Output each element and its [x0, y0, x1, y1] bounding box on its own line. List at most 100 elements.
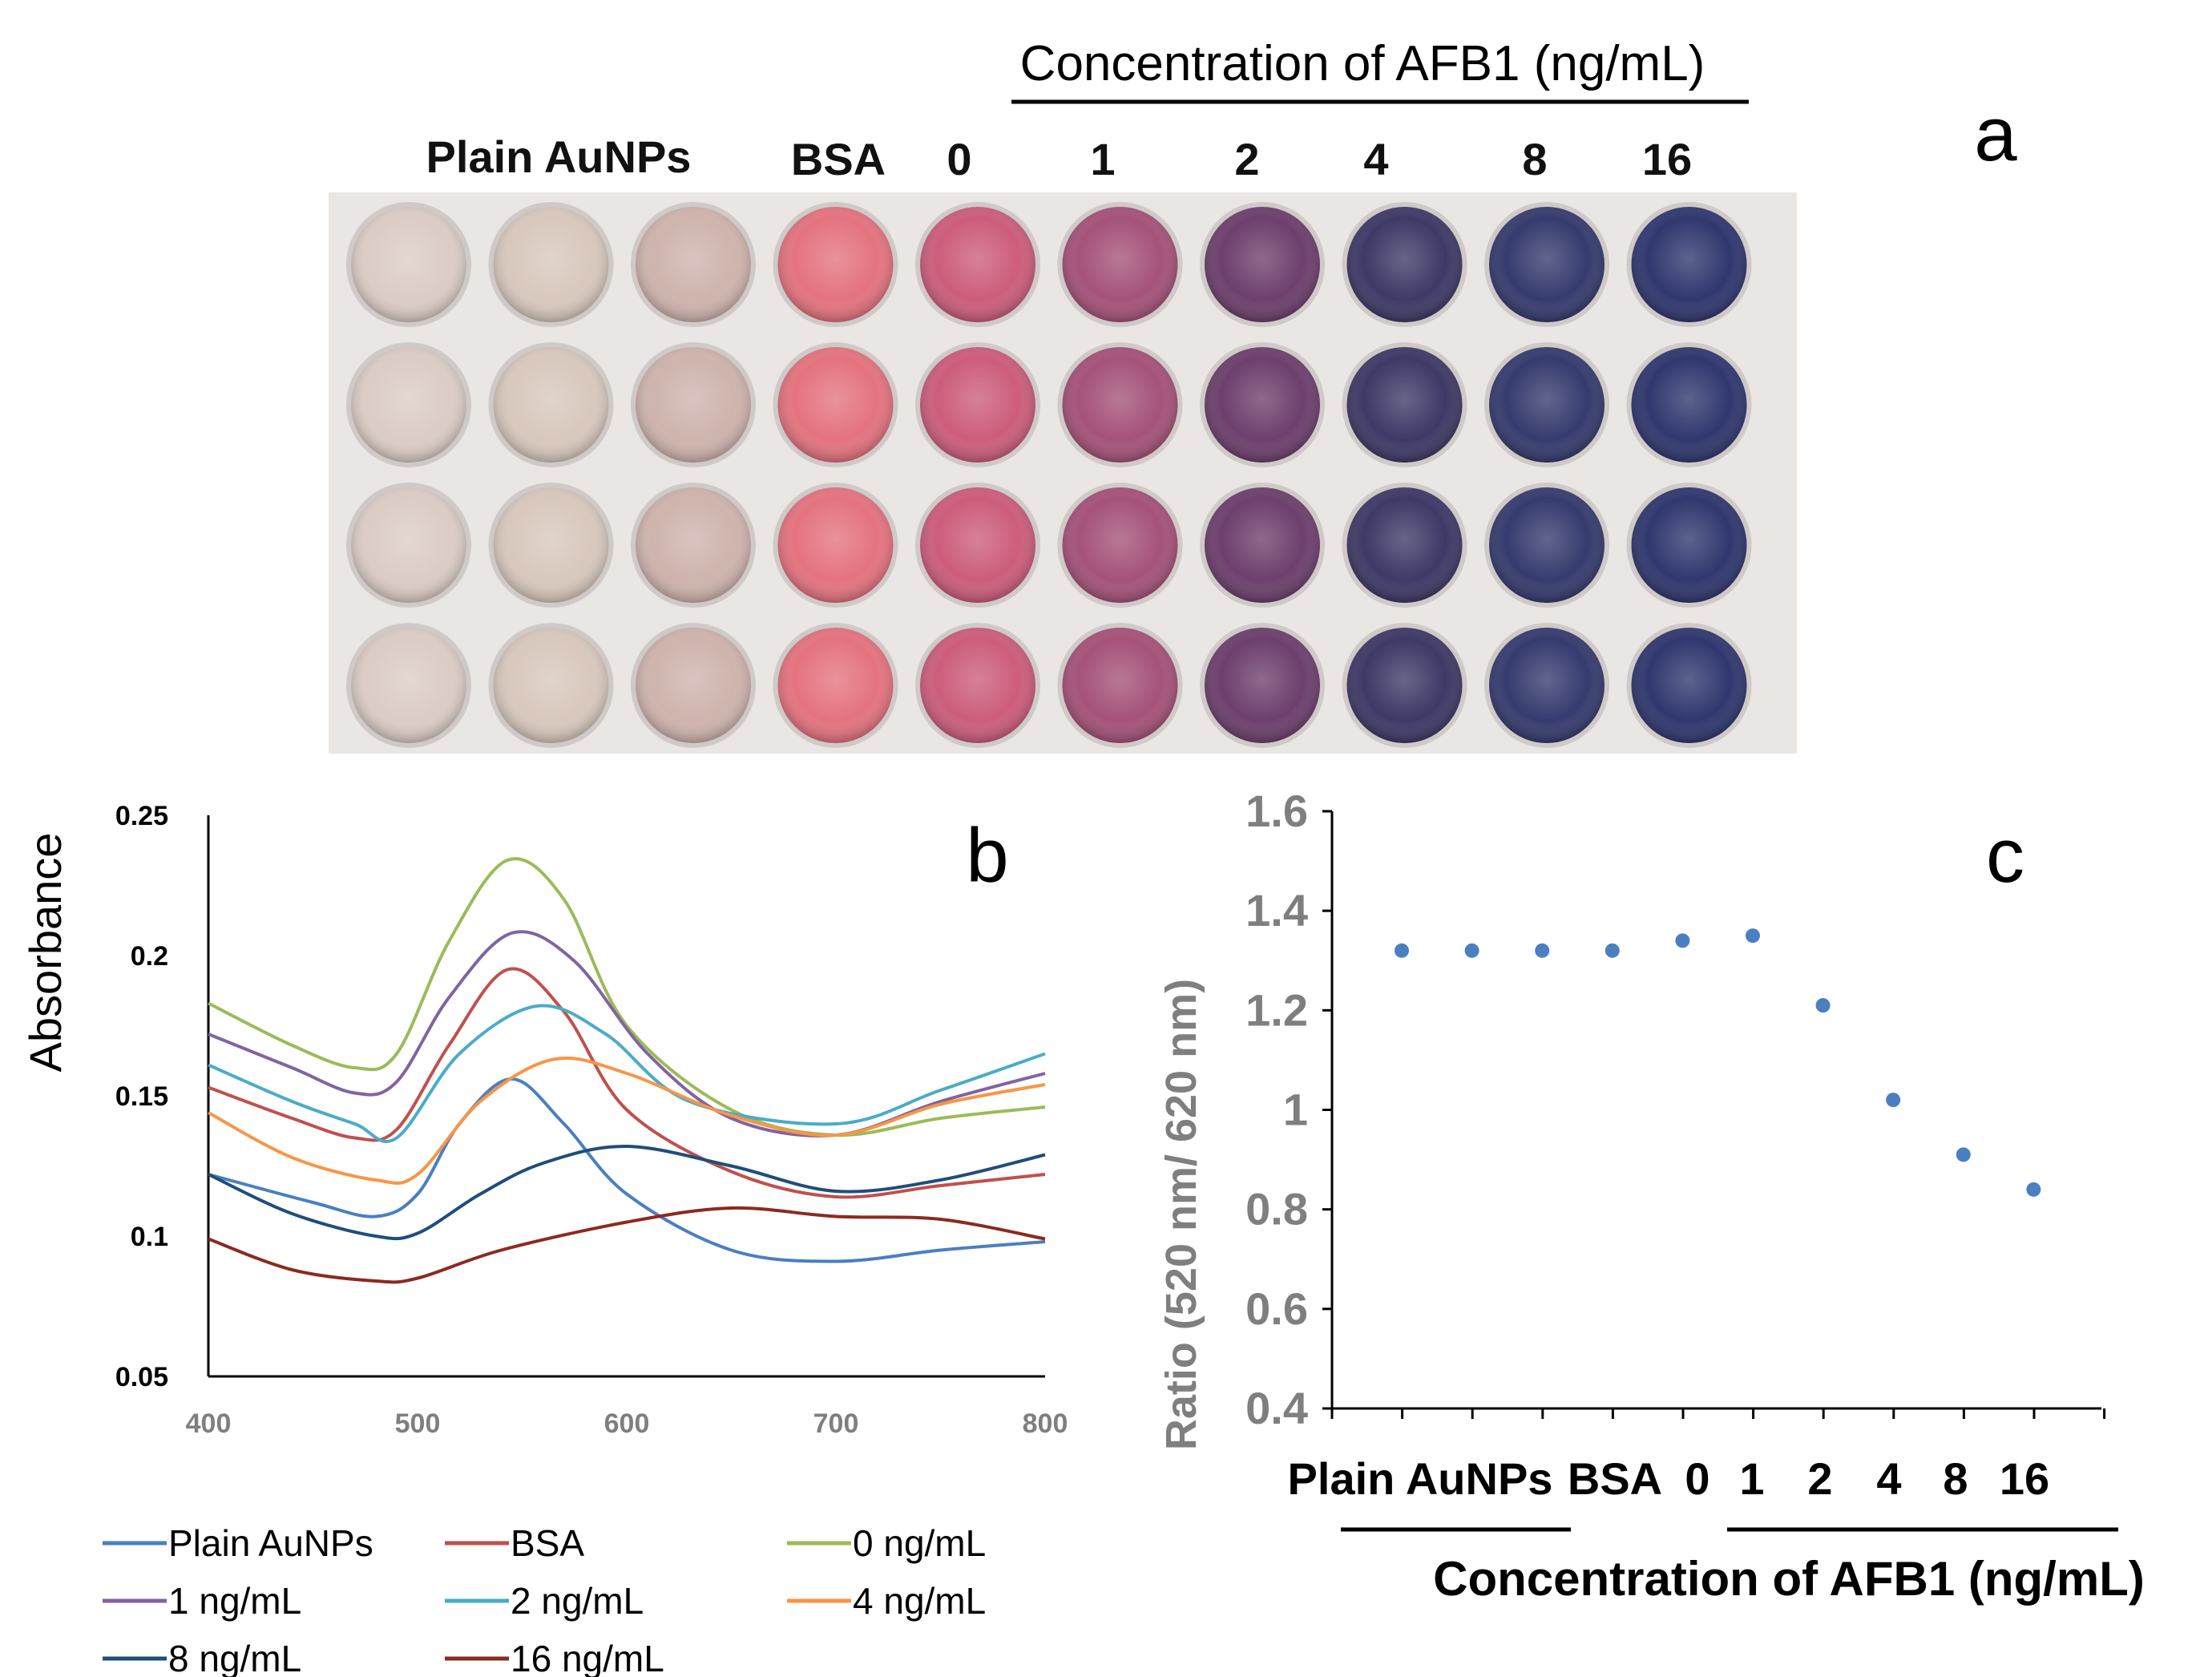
well-shading — [1062, 487, 1178, 603]
well-shading — [636, 207, 751, 322]
well-shading — [777, 487, 894, 603]
legend-label: Plain AuNPs — [168, 1522, 373, 1564]
panel-c-cat-label-bsa: BSA — [1568, 1453, 1662, 1504]
well-shading — [1062, 628, 1178, 743]
well-shading — [1631, 628, 1747, 743]
panel-b-x-tick-label: 700 — [813, 1408, 859, 1439]
well-shading — [1489, 347, 1605, 463]
well-shading — [777, 207, 894, 322]
legend-label: BSA — [511, 1522, 584, 1564]
well-shading — [351, 207, 466, 322]
panel-c-y-tick-label: 1 — [1283, 1085, 1308, 1135]
scatter-point — [1395, 943, 1409, 958]
well-shading — [1062, 347, 1178, 463]
series-line — [208, 1144, 1046, 1241]
well-label-bsa: BSA — [791, 134, 886, 184]
well-label-4: 4 — [1363, 134, 1388, 184]
well-label-plain-aunps: Plain AuNPs — [426, 131, 692, 182]
well-shading — [1346, 207, 1463, 322]
well-shading — [1631, 207, 1747, 322]
well-shading — [1205, 347, 1320, 463]
well-shading — [493, 487, 609, 603]
series-line — [208, 1206, 1046, 1284]
scatter-point — [1956, 1147, 1971, 1162]
well-shading — [493, 347, 609, 463]
scatter-point — [2026, 1182, 2041, 1197]
panel-c-y-tick-label: 0.4 — [1245, 1383, 1308, 1433]
well-label-0: 0 — [947, 134, 971, 184]
panel-c-cat-label-0: 0 — [1685, 1453, 1709, 1504]
series-line — [208, 857, 1046, 1138]
legend-label: 0 ng/mL — [853, 1522, 986, 1564]
well-shading — [1346, 487, 1463, 603]
panel-c-y-axis-title: Ratio (520 nm/ 620 nm) — [1157, 979, 1205, 1450]
well-shading — [920, 347, 1035, 463]
series-line — [208, 1004, 1046, 1144]
panel-a: Concentration of AFB1 (ng/mL) a Plain Au… — [329, 36, 2017, 754]
well-shading — [1489, 487, 1605, 603]
legend-label: 8 ng/mL — [168, 1638, 301, 1677]
well-shading — [351, 628, 466, 743]
panel-b-y-tick-label: 0.25 — [115, 801, 168, 831]
scatter-point — [1464, 943, 1479, 958]
panel-b-y-tick-label: 0.1 — [131, 1222, 168, 1252]
well-shading — [920, 487, 1035, 603]
well-label-1: 1 — [1090, 134, 1115, 184]
panel-b-y-axis-title: Absorbance — [20, 833, 71, 1073]
well-shading — [1205, 628, 1320, 743]
panel-b-label: b — [966, 813, 1008, 899]
well-shading — [493, 207, 609, 322]
well-shading — [351, 487, 466, 603]
scatter-point — [1746, 928, 1760, 944]
panel-c-y-ticks: 0.4 0.6 0.8 1 1.2 1.4 1.6 — [1245, 786, 1332, 1433]
scatter-point — [1886, 1093, 1901, 1108]
well-shading — [777, 347, 894, 463]
well-shading — [1489, 628, 1605, 743]
panel-b-y-tick-label: 0.2 — [131, 941, 168, 972]
panel-c-x-axis-title: Concentration of AFB1 (ng/mL) — [1433, 1552, 2145, 1606]
panel-c-y-tick-label: 1.6 — [1245, 786, 1308, 836]
panel-a-header: Concentration of AFB1 (ng/mL) — [1020, 36, 1705, 91]
panel-b-x-tick-label: 600 — [604, 1408, 650, 1439]
well-shading — [1346, 347, 1463, 463]
well-label-16: 16 — [1642, 134, 1692, 184]
panel-b-x-tick-label: 400 — [186, 1408, 232, 1439]
series-line — [208, 967, 1046, 1199]
legend-label: 1 ng/mL — [168, 1580, 301, 1622]
well-shading — [1631, 487, 1747, 603]
panel-b-lines — [208, 857, 1046, 1284]
well-shading — [1489, 207, 1605, 322]
well-shading — [777, 628, 894, 743]
panel-c-points — [1395, 928, 2041, 1197]
panel-c-y-tick-label: 0.8 — [1245, 1184, 1308, 1235]
well-shading — [920, 628, 1035, 743]
panel-b-y-tick-label: 0.05 — [115, 1362, 168, 1392]
panel-a-label: a — [1974, 91, 2017, 177]
well-shading — [493, 628, 609, 743]
panel-c-y-tick-label: 0.6 — [1245, 1283, 1308, 1334]
scatter-point — [1605, 943, 1620, 958]
legend-label: 4 ng/mL — [853, 1580, 986, 1622]
well-shading — [1346, 628, 1463, 743]
panel-c: c Ratio (520 nm/ 620 nm) 0.4 0.6 0.8 1 1.2 1.… — [1157, 786, 2145, 1606]
panel-c-y-tick-label: 1.2 — [1245, 984, 1308, 1035]
legend-label: 16 ng/mL — [511, 1638, 664, 1677]
series-line — [208, 930, 1046, 1138]
panel-b-x-ticks: 400 500 600 700 800 — [186, 1408, 1068, 1439]
well-shading — [1205, 487, 1320, 603]
panel-c-cat-label-plain-aunps: Plain AuNPs — [1288, 1453, 1553, 1504]
well-shading — [636, 628, 751, 743]
panel-b-legend: Plain AuNPs BSA 0 ng/mL 1 ng/mL 2 ng/mL 4 ng/… — [103, 1522, 986, 1677]
well-shading — [351, 347, 466, 463]
panel-b-x-tick-label: 800 — [1023, 1408, 1068, 1439]
well-shading — [636, 487, 751, 603]
panel-b: b Absorbance 0.05 0.1 0.15 0.2 0.25 400 500 60… — [20, 801, 1068, 1677]
panel-c-y-tick-label: 1.4 — [1245, 885, 1308, 935]
legend-label: 2 ng/mL — [511, 1580, 644, 1622]
panel-c-label: c — [1986, 813, 2024, 899]
panel-b-x-tick-label: 500 — [395, 1408, 441, 1439]
scatter-point — [1535, 943, 1550, 958]
well-label-2: 2 — [1234, 134, 1259, 184]
panel-c-x-ticks — [1330, 1408, 2106, 1419]
